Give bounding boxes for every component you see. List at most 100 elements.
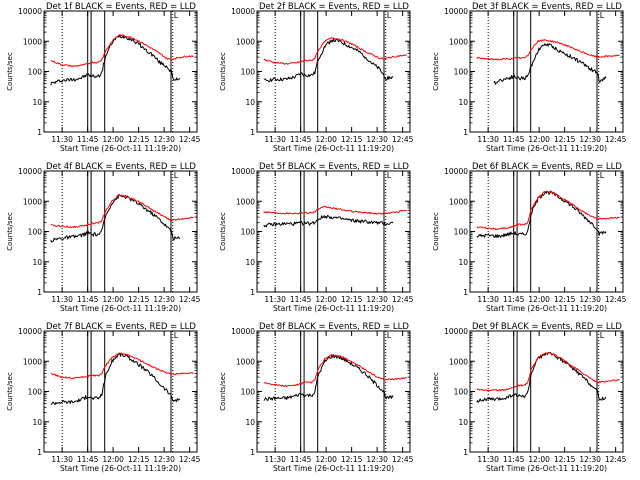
y-tick-label: 10000	[444, 327, 468, 336]
corner-mark: L	[174, 331, 179, 340]
y-axis-label: Counts/sec	[6, 52, 14, 91]
x-tick-label: 12:30	[366, 295, 388, 304]
x-tick-label: 11:30	[51, 455, 73, 464]
x-axis-label: Start Time (26-Oct-11 11:19:20)	[60, 464, 181, 473]
events-series-line	[263, 215, 394, 228]
y-tick-label: 100	[241, 228, 256, 237]
x-tick-label: 11:30	[264, 455, 286, 464]
x-tick-label: 12:00	[528, 135, 550, 144]
plot-frame	[469, 10, 624, 133]
y-axis-label: Counts/sec	[432, 372, 440, 411]
lld-series-line	[50, 193, 194, 229]
y-axis-label: Counts/sec	[219, 52, 227, 91]
detector-panel: Det 8f BLACK = Events, RED = LLD Counts/s…	[213, 320, 426, 480]
y-tick-label: 10000	[18, 167, 42, 176]
x-tick-label: 12:00	[528, 455, 550, 464]
y-tick-label: 10	[32, 418, 42, 427]
x-tick-label: 11:45	[77, 295, 99, 304]
events-series-line	[50, 194, 181, 243]
x-tick-label: 12:15	[341, 135, 363, 144]
y-tick-label: 10000	[444, 7, 468, 16]
chart-title: Det 2f BLACK = Events, RED = LLD	[259, 2, 409, 12]
x-axis-label: Start Time (26-Oct-11 11:19:20)	[60, 304, 181, 313]
y-tick-label: 100	[28, 388, 43, 397]
y-tick-label: 100	[454, 228, 469, 237]
y-tick-label: 100	[454, 388, 469, 397]
y-tick-label: 100	[241, 388, 256, 397]
y-tick-label: 1	[463, 128, 468, 137]
corner-mark: L	[387, 331, 392, 340]
x-tick-label: 11:45	[290, 455, 312, 464]
y-tick-label: 1	[463, 448, 468, 457]
y-tick-label: 100	[241, 68, 256, 77]
x-tick-label: 12:00	[315, 135, 337, 144]
plot-frame	[43, 170, 198, 293]
y-tick-label: 1	[37, 288, 42, 297]
x-tick-label: 11:30	[264, 135, 286, 144]
x-tick-label: 12:00	[528, 295, 550, 304]
x-tick-label: 12:45	[605, 295, 627, 304]
detector-panel: Det 5f BLACK = Events, RED = LLD Counts/s…	[213, 160, 426, 320]
x-tick-label: 12:45	[179, 455, 201, 464]
detector-chart: Det 2f BLACK = Events, RED = LLD Counts/s…	[219, 2, 414, 153]
y-tick-label: 10	[32, 98, 42, 107]
chart-title: Det 4f BLACK = Events, RED = LLD	[46, 162, 196, 172]
x-tick-label: 11:30	[477, 295, 499, 304]
x-tick-label: 12:30	[153, 295, 175, 304]
x-tick-label: 11:45	[77, 455, 99, 464]
y-tick-label: 1000	[236, 197, 255, 206]
x-tick-label: 12:30	[366, 135, 388, 144]
y-axis-label: Counts/sec	[219, 212, 227, 251]
x-tick-label: 11:45	[503, 455, 525, 464]
events-series-line	[263, 354, 394, 401]
x-tick-label: 12:45	[179, 135, 201, 144]
x-tick-label: 12:30	[153, 455, 175, 464]
y-tick-label: 1	[250, 128, 255, 137]
y-tick-label: 1000	[23, 357, 42, 366]
x-tick-label: 12:30	[579, 295, 601, 304]
events-series-line	[493, 43, 607, 85]
x-axis-label: Start Time (26-Oct-11 11:19:20)	[273, 304, 394, 313]
y-axis-label: Counts/sec	[432, 212, 440, 251]
lld-series-line	[476, 190, 620, 231]
detector-chart: Det 3f BLACK = Events, RED = LLD Counts/s…	[432, 2, 627, 153]
y-tick-label: 100	[28, 228, 43, 237]
plot-frame	[469, 170, 624, 293]
x-tick-label: 11:30	[477, 455, 499, 464]
corner-mark: L	[387, 171, 392, 180]
x-tick-label: 12:45	[392, 295, 414, 304]
events-series-line	[50, 34, 181, 86]
detector-chart: Det 1f BLACK = Events, RED = LLD Counts/s…	[6, 2, 201, 153]
y-tick-label: 1	[37, 448, 42, 457]
lld-series-line	[263, 354, 407, 387]
events-series-line	[476, 190, 607, 239]
corner-mark: L	[387, 11, 392, 20]
x-tick-label: 12:45	[605, 135, 627, 144]
lld-series-line	[263, 37, 407, 65]
x-tick-label: 12:15	[128, 295, 150, 304]
x-tick-label: 11:45	[77, 135, 99, 144]
corner-mark: L	[600, 171, 605, 180]
y-tick-label: 10000	[444, 167, 468, 176]
detector-panel: Det 4f BLACK = Events, RED = LLD Counts/s…	[0, 160, 213, 320]
y-tick-label: 1000	[449, 37, 468, 46]
x-tick-label: 11:45	[290, 295, 312, 304]
y-tick-label: 1000	[23, 37, 42, 46]
chart-title: Det 9f BLACK = Events, RED = LLD	[472, 322, 622, 332]
x-tick-label: 12:00	[102, 135, 124, 144]
plot-frame	[43, 10, 198, 133]
detector-panel: Det 3f BLACK = Events, RED = LLD Counts/s…	[426, 0, 639, 160]
x-axis-label: Start Time (26-Oct-11 11:19:20)	[273, 464, 394, 473]
x-tick-label: 12:15	[128, 455, 150, 464]
y-axis-label: Counts/sec	[219, 372, 227, 411]
x-tick-label: 12:30	[579, 135, 601, 144]
plot-frame	[256, 170, 411, 293]
y-tick-label: 10	[245, 98, 255, 107]
x-tick-label: 12:45	[605, 455, 627, 464]
y-tick-label: 10	[458, 418, 468, 427]
chart-title: Det 6f BLACK = Events, RED = LLD	[472, 162, 622, 172]
lld-series-line	[50, 352, 194, 379]
x-tick-label: 12:30	[366, 455, 388, 464]
detector-chart: Det 4f BLACK = Events, RED = LLD Counts/s…	[6, 162, 201, 313]
